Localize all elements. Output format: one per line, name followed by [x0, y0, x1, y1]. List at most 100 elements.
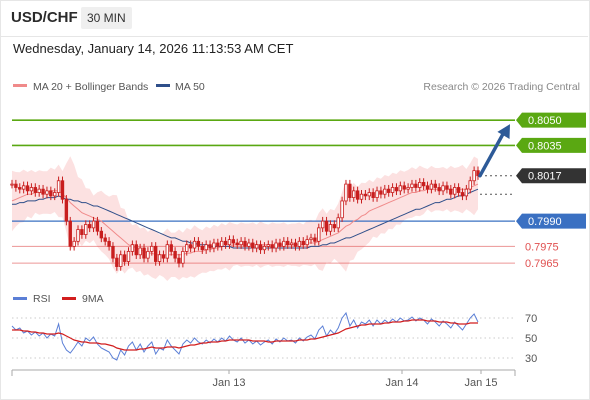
candle: [204, 240, 208, 254]
level-0.7990-label: 0.7990: [528, 216, 562, 228]
candle-body: [53, 192, 57, 197]
candle: [130, 240, 135, 256]
candle-body: [84, 224, 88, 235]
candle-body: [204, 244, 208, 251]
candle-body: [196, 240, 201, 247]
candle-body: [192, 240, 197, 249]
candle: [150, 242, 154, 256]
candle-body: [134, 244, 138, 256]
candle-body: [157, 254, 162, 262]
candle: [200, 242, 204, 254]
x-tick-label: Jan 14: [385, 377, 418, 389]
candle: [107, 237, 111, 251]
level-0.8035-label: 0.8035: [528, 140, 562, 152]
candle-body: [266, 244, 270, 247]
candle: [142, 243, 146, 263]
candle: [76, 225, 80, 246]
candle: [185, 240, 189, 256]
candle: [336, 213, 340, 233]
candle: [258, 240, 263, 254]
candle-body: [111, 245, 115, 259]
candle: [41, 184, 45, 199]
candle: [332, 220, 337, 233]
candle: [359, 190, 364, 204]
candle-body: [107, 240, 111, 247]
candle: [433, 179, 437, 192]
candle-body: [270, 244, 274, 249]
candle: [72, 237, 76, 251]
candle-body: [418, 182, 422, 188]
legend-swatch-ma20: [13, 84, 27, 87]
currency-pair-title: USD/CHF: [11, 9, 78, 26]
candle: [80, 225, 84, 239]
candle-body: [99, 230, 104, 239]
candle-body: [460, 192, 465, 197]
candle-body: [429, 183, 434, 190]
candle-body: [76, 229, 80, 242]
candle-body: [115, 257, 119, 267]
candle: [398, 181, 403, 196]
candle-body: [25, 185, 30, 192]
candle: [87, 220, 92, 233]
forecast-arrow-shaft: [478, 130, 506, 178]
candle-body: [14, 183, 18, 188]
candle: [262, 242, 267, 254]
candle: [371, 188, 375, 202]
candle: [103, 233, 107, 246]
candle: [402, 181, 406, 194]
candle-body: [305, 239, 309, 246]
candle-body: [95, 220, 100, 232]
candle: [309, 233, 313, 244]
candle: [53, 188, 57, 201]
candle: [115, 253, 119, 271]
candle: [390, 183, 395, 197]
candle: [394, 183, 399, 196]
candle-body: [72, 240, 76, 247]
candle: [348, 179, 352, 202]
candle: [37, 184, 41, 197]
candle-body: [406, 187, 410, 190]
candle: [33, 183, 37, 197]
candle: [274, 238, 278, 253]
candle: [95, 216, 100, 236]
candle: [452, 183, 457, 199]
candle-body: [87, 224, 92, 229]
candle-body: [456, 187, 461, 193]
candle: [173, 247, 177, 263]
candle-body: [289, 242, 294, 246]
candle-body: [200, 245, 204, 251]
candle-body: [103, 237, 107, 242]
candle-body: [243, 240, 247, 247]
candle: [317, 223, 321, 246]
legend-swatch-ma50: [156, 84, 170, 87]
bollinger-band-fill: [12, 156, 478, 281]
candle-body: [398, 185, 403, 192]
candle: [328, 220, 333, 236]
candle-body: [425, 185, 430, 190]
candle-body: [449, 188, 453, 195]
candle-body: [173, 251, 177, 259]
candle-body: [146, 251, 150, 259]
candle-body: [375, 190, 379, 198]
candle: [29, 183, 34, 196]
candle: [227, 235, 232, 249]
candle: [266, 240, 270, 251]
candle: [476, 166, 480, 180]
candle-body: [476, 170, 480, 177]
candle: [181, 247, 185, 268]
candle-body: [324, 220, 329, 232]
legend-label-ma20: MA 20 + Bollinger Bands: [33, 81, 148, 93]
candle: [84, 220, 88, 239]
candle-body: [437, 187, 441, 192]
timeframe-badge[interactable]: 30 MIN: [81, 7, 132, 29]
candle: [49, 186, 53, 201]
candle: [352, 186, 356, 202]
candle: [414, 179, 418, 192]
candle: [344, 179, 348, 206]
candle-body: [138, 247, 142, 256]
candle-body: [153, 245, 158, 262]
level-0.7990-badge: [516, 213, 586, 229]
legend-swatch-9ma: [62, 297, 76, 300]
candle-body: [142, 247, 146, 259]
level-0.8017-label: 0.8017: [528, 171, 562, 183]
